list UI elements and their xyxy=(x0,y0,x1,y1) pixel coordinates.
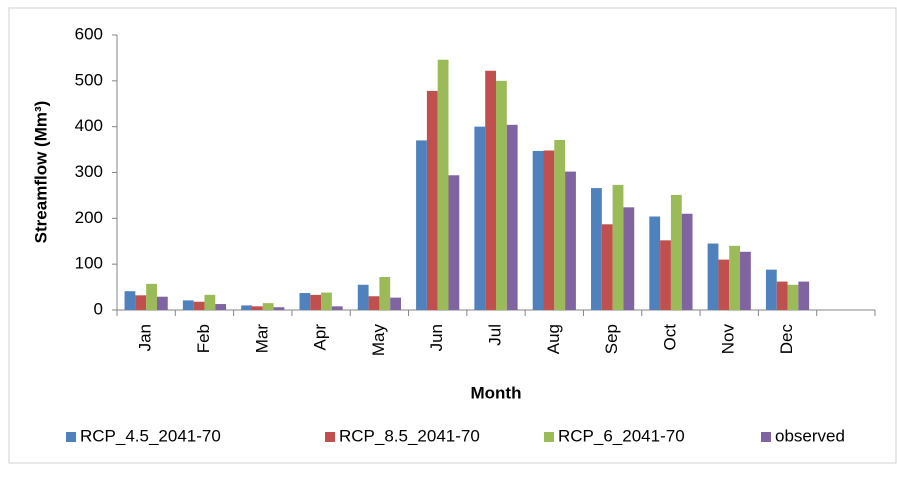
x-tick-label: Sep xyxy=(602,324,621,354)
x-tick-label: Jul xyxy=(485,324,504,346)
bar xyxy=(299,293,311,310)
bar xyxy=(660,240,671,310)
legend-label: observed xyxy=(775,426,845,445)
bar xyxy=(543,150,555,310)
x-tick-label: Dec xyxy=(777,324,796,355)
legend-label: RCP_6_2041-70 xyxy=(558,426,685,445)
y-tick-label: 600 xyxy=(75,24,103,43)
bar xyxy=(321,292,332,310)
bar xyxy=(146,283,157,310)
bar xyxy=(612,184,624,310)
bar xyxy=(448,175,460,310)
bar xyxy=(390,297,401,310)
x-tick-label: Feb xyxy=(194,324,213,353)
bar xyxy=(532,150,544,310)
bar xyxy=(379,277,391,310)
bar xyxy=(729,245,741,310)
bar xyxy=(156,296,168,310)
x-axis-title: Month xyxy=(471,383,522,402)
bar xyxy=(437,59,449,310)
x-tick-label: Mar xyxy=(252,324,271,354)
bar xyxy=(241,305,252,310)
bar xyxy=(707,243,719,310)
bar xyxy=(124,291,136,310)
legend-label: RCP_8.5_2041-70 xyxy=(339,426,480,445)
bar xyxy=(182,300,194,310)
bar xyxy=(262,303,274,310)
x-tick-label: Oct xyxy=(660,324,679,351)
bar xyxy=(670,194,682,310)
x-tick-label: Apr xyxy=(311,324,330,351)
bar xyxy=(357,284,369,310)
legend-swatch xyxy=(325,432,335,442)
legend-label: RCP_4.5_2041-70 xyxy=(80,426,221,445)
bar xyxy=(681,213,693,310)
bar xyxy=(310,294,322,310)
bar xyxy=(368,296,380,310)
x-tick-label: Jan xyxy=(136,324,155,351)
bar xyxy=(496,80,507,310)
bar xyxy=(649,216,661,310)
bar xyxy=(776,281,788,310)
bar xyxy=(787,284,799,310)
bar xyxy=(623,207,635,310)
bar xyxy=(740,251,751,310)
x-tick-label: Jun xyxy=(427,324,446,351)
bar xyxy=(565,171,576,310)
y-axis-title: Streamflow (Mm³) xyxy=(31,101,50,244)
bar xyxy=(765,269,777,310)
bar xyxy=(591,188,602,310)
bar xyxy=(485,70,496,310)
bar xyxy=(718,259,730,310)
bar xyxy=(135,295,147,310)
bar xyxy=(554,139,566,310)
bar xyxy=(273,307,285,310)
bar xyxy=(215,304,227,310)
x-tick-label: Nov xyxy=(719,324,738,355)
x-tick-label: May xyxy=(369,324,388,357)
bar xyxy=(204,294,216,310)
bar xyxy=(601,224,613,310)
legend-swatch xyxy=(761,432,771,442)
y-tick-label: 0 xyxy=(94,299,103,318)
bar xyxy=(416,140,427,310)
legend-swatch xyxy=(544,432,554,442)
bar xyxy=(798,281,810,310)
y-tick-label: 100 xyxy=(75,254,103,273)
y-tick-label: 300 xyxy=(75,162,103,181)
y-tick-label: 500 xyxy=(75,70,103,89)
bar xyxy=(251,306,263,310)
bar xyxy=(193,301,205,310)
y-tick-label: 400 xyxy=(75,116,103,135)
bar xyxy=(506,124,518,310)
legend-swatch xyxy=(66,432,76,442)
x-tick-label: Aug xyxy=(544,324,563,354)
bar xyxy=(331,306,343,310)
bar xyxy=(474,126,486,311)
bar xyxy=(426,90,438,311)
y-tick-label: 200 xyxy=(75,208,103,227)
